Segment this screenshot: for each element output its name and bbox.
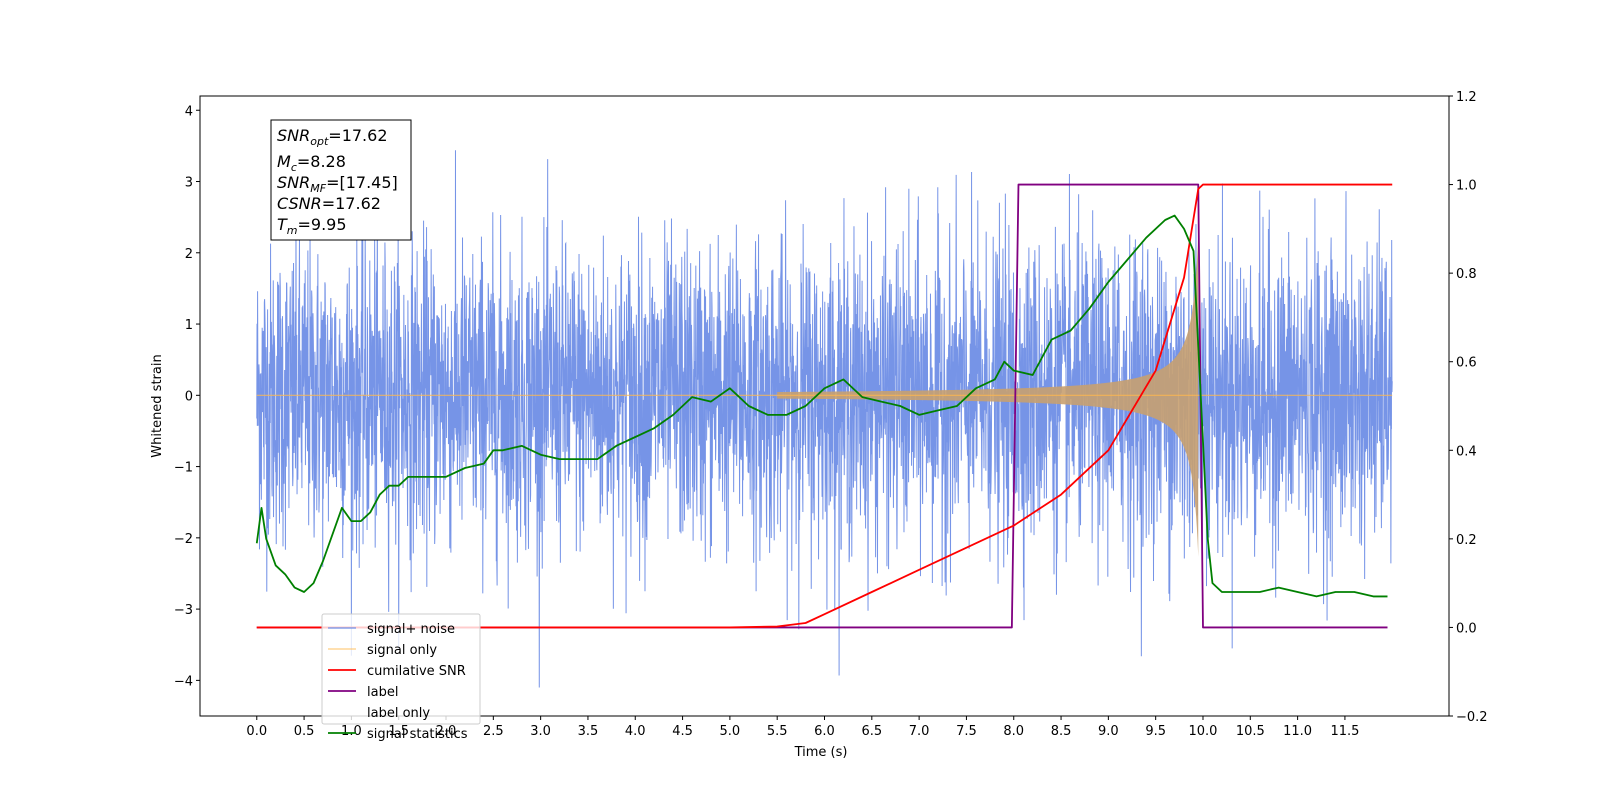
x-tick-label: 1.5 <box>388 724 409 739</box>
signal-only-series <box>256 233 1393 557</box>
y2-tick-label: 1.0 <box>1456 179 1477 194</box>
legend-label: signal+ noise <box>367 622 455 637</box>
svg-text:CSNR=17.62: CSNR=17.62 <box>277 194 381 213</box>
right-axis-series <box>255 183 1393 629</box>
legend-label: label <box>367 685 398 700</box>
x-tick-label: 1.0 <box>341 724 362 739</box>
x-axis: 0.0 0.5 1.0 1.5 2.0 2.5 3.0 3.5 4.0 4.5 5.0 5.5 6.0 6… <box>246 716 1359 739</box>
svg-text:Tm=9.95: Tm=9.95 <box>277 215 347 237</box>
y2-tick-label: 0.4 <box>1456 444 1477 459</box>
x-axis-label: Time (s) <box>794 745 848 760</box>
y2-tick-label: 0.6 <box>1456 356 1477 371</box>
y-tick-label: −1 <box>174 461 193 476</box>
stat-tm: =9.95 <box>298 215 347 234</box>
x-tick-label: 4.0 <box>625 724 646 739</box>
legend-label: label only <box>367 706 430 721</box>
stat-csnr: =17.62 <box>322 194 381 213</box>
x-tick-label: 5.5 <box>767 724 788 739</box>
x-tick-label: 11.5 <box>1330 724 1359 739</box>
x-tick-label: 6.5 <box>861 724 882 739</box>
x-tick-label: 7.5 <box>956 724 977 739</box>
y-tick-label: 1 <box>185 318 193 333</box>
y2-tick-label: 0.2 <box>1456 533 1477 548</box>
stat-snr-opt: =17.62 <box>328 126 387 145</box>
stat-snr-mf: =[17.45] <box>326 173 398 192</box>
x-tick-label: 4.5 <box>672 724 693 739</box>
y-tick-label: 2 <box>185 247 193 262</box>
signal-statistics-line <box>255 214 1388 598</box>
x-tick-label: 9.5 <box>1145 724 1166 739</box>
y-tick-label: −3 <box>174 603 193 618</box>
y-tick-label: 4 <box>185 104 193 119</box>
y-tick-label: 0 <box>185 389 193 404</box>
x-tick-label: 6.0 <box>814 724 835 739</box>
y-axis-left: −4 −3 −2 −1 0 1 2 3 4 <box>174 104 200 689</box>
x-tick-label: 2.0 <box>436 724 457 739</box>
y-axis-label: Whitened strain <box>150 354 165 457</box>
signal-noise-series <box>256 150 1393 688</box>
x-tick-label: 0.5 <box>294 724 315 739</box>
y-tick-label: 3 <box>185 176 193 191</box>
y-axis-right: −0.2 0.0 0.2 0.4 0.6 0.8 1.0 1.2 <box>1449 90 1488 725</box>
svg-text:SNRopt=17.62: SNRopt=17.62 <box>277 126 388 148</box>
x-tick-label: 3.0 <box>530 724 551 739</box>
x-tick-label: 10.5 <box>1236 724 1265 739</box>
x-tick-label: 10.0 <box>1189 724 1218 739</box>
y-tick-label: −4 <box>174 674 193 689</box>
y2-tick-label: 1.2 <box>1456 90 1477 105</box>
svg-text:SNRMF=[17.45]: SNRMF=[17.45] <box>277 173 398 195</box>
stats-box: SNRopt=17.62 Mc=8.28 SNRMF=[17.45] CSNR=… <box>270 119 412 241</box>
x-tick-label: 8.0 <box>1003 724 1024 739</box>
y2-tick-label: 0.8 <box>1456 267 1477 282</box>
signal-noise-line <box>256 150 1393 688</box>
x-tick-label: 0.0 <box>246 724 267 739</box>
x-tick-label: 2.5 <box>483 724 504 739</box>
x-tick-label: 8.5 <box>1051 724 1072 739</box>
legend-label: signal statistics <box>367 727 468 742</box>
x-tick-label: 9.0 <box>1098 724 1119 739</box>
legend: signal+ noise signal only cumilative SNR la… <box>321 613 481 742</box>
svg-text:Mc=8.28: Mc=8.28 <box>277 152 346 174</box>
x-tick-label: 5.0 <box>720 724 741 739</box>
x-tick-label: 7.0 <box>909 724 930 739</box>
legend-label: signal only <box>367 643 437 658</box>
cumilative-snr-line <box>256 183 1393 629</box>
label-line <box>256 183 1388 629</box>
x-tick-label: 11.0 <box>1283 724 1312 739</box>
y2-tick-label: 0.0 <box>1456 621 1477 636</box>
y-tick-label: −2 <box>174 532 193 547</box>
legend-label: cumilative SNR <box>367 664 466 679</box>
x-tick-label: 3.5 <box>578 724 599 739</box>
y2-tick-label: −0.2 <box>1456 710 1488 725</box>
stat-mc: =8.28 <box>297 152 346 171</box>
